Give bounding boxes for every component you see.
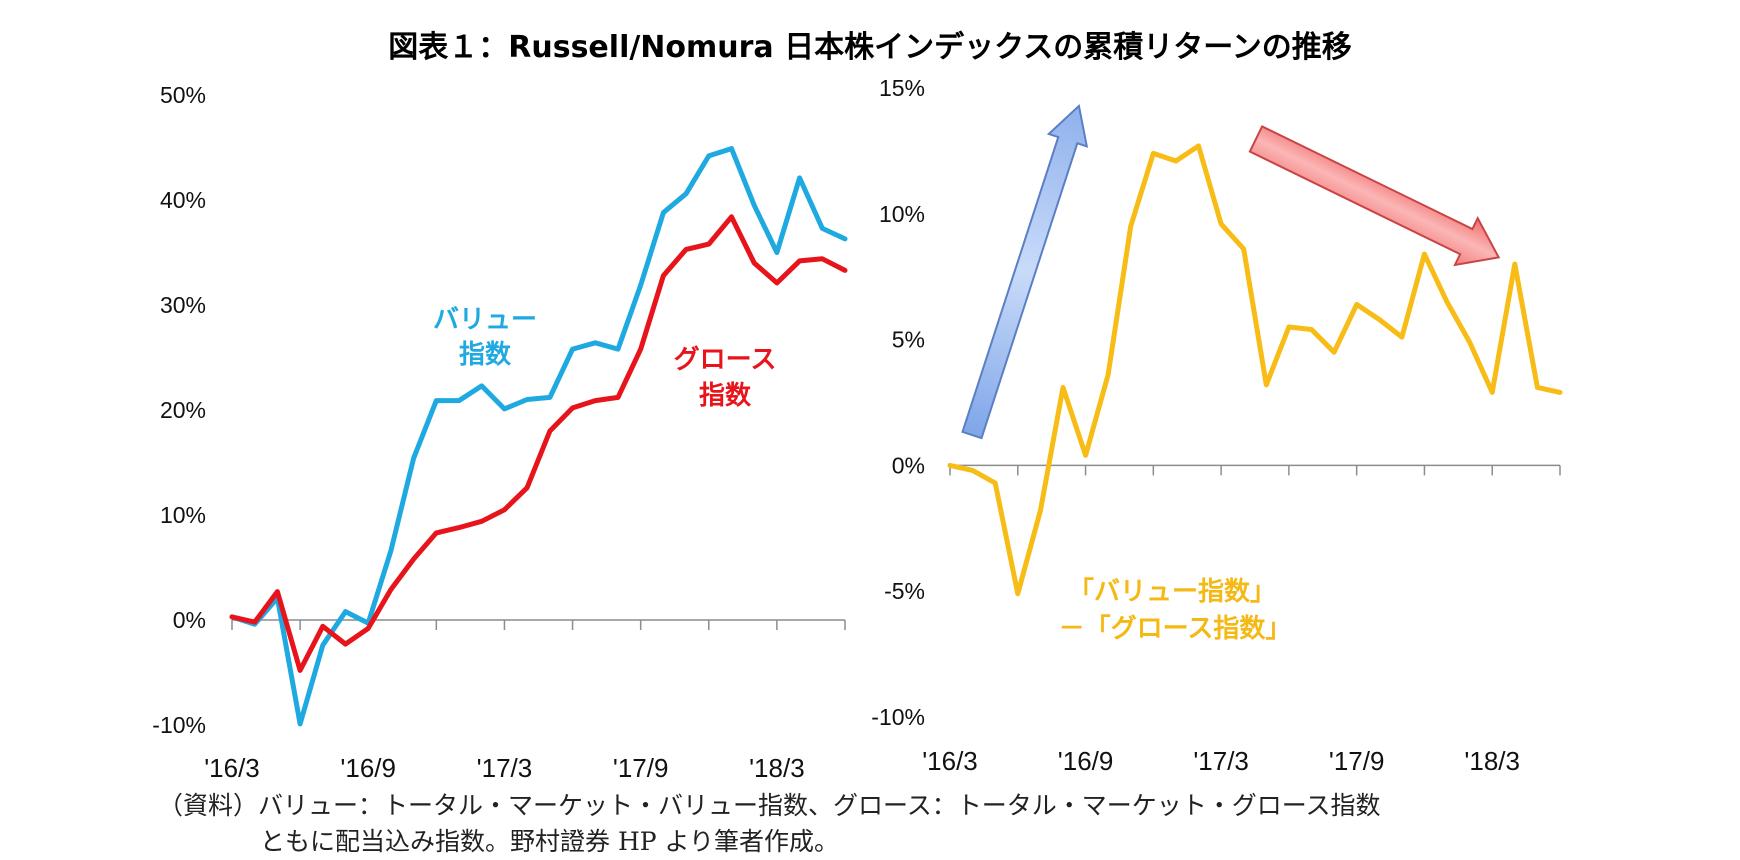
left-y-tick-label: 30% bbox=[160, 292, 206, 318]
right-chart: 15% 10% 5% 0% -5% -10% '16/3 '16/9 '17/3 '17/9 '18… bbox=[871, 75, 1563, 776]
diff-series-label-line1: 「バリュー指数」 bbox=[1068, 576, 1276, 607]
left-series-line-0 bbox=[229, 146, 848, 727]
left-y-tick-label: 50% bbox=[160, 82, 206, 108]
right-series-line-0 bbox=[947, 143, 1563, 597]
right-y-tick-label: 10% bbox=[879, 201, 925, 227]
source-line-1: （資料）バリュー：トータル・マーケット・バリュー指数、グロース：トータル・マーケ… bbox=[158, 791, 1381, 820]
diff-series-label-line2: －「グロース指数」 bbox=[1059, 613, 1292, 644]
right-x-tick-label: '17/9 bbox=[1329, 746, 1385, 776]
right-y-tick-label: 15% bbox=[879, 75, 925, 101]
growth-series-label-line2: 指数 bbox=[699, 381, 752, 411]
left-chart: 50% 40% 30% 20% 10% 0% -10% '16/3 '16/9 '17/3 '17/… bbox=[152, 82, 848, 783]
left-x-tick-label: '17/3 bbox=[477, 753, 533, 783]
left-y-tick-label: 40% bbox=[160, 187, 206, 213]
down-trend-arrow bbox=[1248, 125, 1501, 267]
left-y-tick-label: 10% bbox=[160, 502, 206, 528]
left-y-tick-label: 20% bbox=[160, 397, 206, 423]
left-x-tick-label: '18/3 bbox=[749, 753, 805, 783]
source-line-2: ともに配当込み指数。野村證券 HP より筆者作成。 bbox=[260, 827, 840, 856]
left-x-tick-label: '16/9 bbox=[340, 753, 396, 783]
source-note: （資料）バリュー：トータル・マーケット・バリュー指数、グロース：トータル・マーケ… bbox=[158, 788, 1381, 860]
left-x-tick-label: '17/9 bbox=[613, 753, 669, 783]
right-x-tick-label: '17/3 bbox=[1193, 746, 1249, 776]
growth-series-label-line1: グロース bbox=[674, 345, 777, 375]
up-trend-arrow bbox=[961, 103, 1089, 440]
right-x-tick-label: '16/3 bbox=[922, 746, 978, 776]
left-x-tick-label: '16/3 bbox=[204, 753, 260, 783]
right-y-tick-label: 0% bbox=[892, 452, 925, 478]
value-series-label-line1: バリュー bbox=[433, 305, 537, 335]
left-y-tick-label: -10% bbox=[152, 712, 206, 738]
chart-title: 図表１：Russell/Nomura 日本株インデックスの累積リターンの推移 bbox=[388, 30, 1352, 65]
right-y-tick-label: -10% bbox=[871, 704, 925, 730]
left-y-tick-label: 0% bbox=[173, 607, 206, 633]
right-x-tick-label: '18/3 bbox=[1464, 746, 1520, 776]
right-y-tick-label: -5% bbox=[884, 578, 925, 604]
left-series-line-1 bbox=[229, 214, 848, 673]
value-series-label-line2: 指数 bbox=[459, 340, 512, 370]
right-y-tick-label: 5% bbox=[892, 327, 925, 353]
right-x-tick-label: '16/9 bbox=[1058, 746, 1114, 776]
